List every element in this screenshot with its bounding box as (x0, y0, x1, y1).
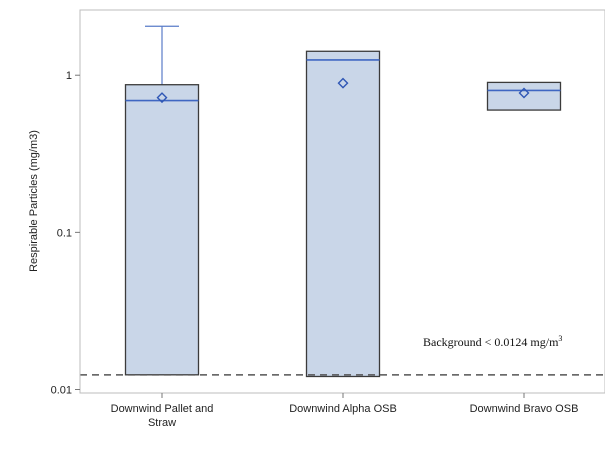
mean-marker (518, 87, 530, 99)
x-tick-label-line: Downwind Bravo OSB (470, 403, 579, 415)
mean-marker (337, 77, 349, 89)
x-axis: Downwind Pallet and Straw Downwind Alpha O… (111, 393, 579, 429)
x-tick-label: Downwind Pallet and Straw (111, 403, 214, 429)
box (486, 81, 562, 111)
y-tick-label: 0.1 (57, 227, 72, 239)
x-tick-label: Downwind Alpha OSB (289, 403, 397, 415)
annotation-superscript: 3 (558, 334, 562, 343)
background-annotation: Background < 0.0124 mg/m3 (423, 334, 562, 349)
y-axis: 0.01 0.1 1 (51, 10, 81, 396)
box (305, 50, 381, 378)
x-tick-label-line: Downwind Alpha OSB (289, 403, 397, 415)
mean-marker (156, 92, 168, 104)
x-tick-label-line: Downwind Pallet and (111, 403, 214, 415)
x-tick-label: Downwind Bravo OSB (470, 403, 579, 415)
x-tick-label-line: Straw (148, 417, 176, 429)
y-axis-title: Respirable Particles (mg/m3) (28, 130, 40, 272)
y-tick-label: 1 (66, 70, 72, 82)
boxes-layer (124, 25, 562, 378)
y-tick-label: 0.01 (51, 384, 72, 396)
annotation-text: Background < 0.0124 mg/m (423, 335, 559, 349)
box (124, 84, 200, 376)
